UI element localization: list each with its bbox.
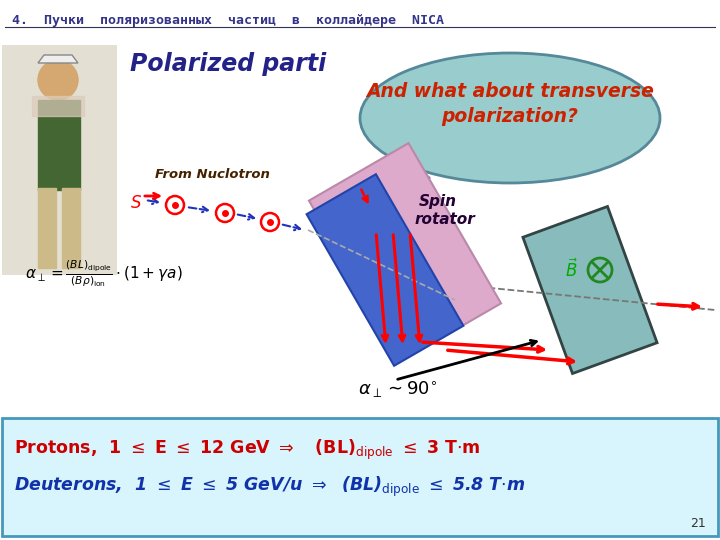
Text: $\alpha_\perp = \frac{(BL)_{\rm dipole}}{(B\rho)_{\rm ion}} \cdot (1+\gamma a)$: $\alpha_\perp = \frac{(BL)_{\rm dipole}}…	[25, 258, 183, 289]
Ellipse shape	[360, 53, 660, 183]
Text: $S$: $S$	[130, 194, 142, 212]
Text: Polarized parti: Polarized parti	[130, 52, 326, 76]
Polygon shape	[309, 143, 501, 361]
Text: $\alpha_\perp\sim 90^{\circ}$: $\alpha_\perp\sim 90^{\circ}$	[358, 380, 437, 400]
Text: polarization?: polarization?	[441, 107, 578, 126]
FancyBboxPatch shape	[2, 45, 117, 275]
Text: From Nuclotron: From Nuclotron	[155, 168, 270, 181]
Circle shape	[38, 60, 78, 100]
Text: rotator: rotator	[415, 212, 475, 227]
Bar	[38, 100, 80, 190]
Polygon shape	[523, 206, 657, 374]
Text: 21: 21	[690, 517, 706, 530]
Polygon shape	[307, 174, 464, 366]
Bar	[38, 188, 56, 268]
Text: Spin: Spin	[419, 194, 457, 209]
Text: $\vec{B}$: $\vec{B}$	[565, 259, 579, 281]
Text: And what about transverse: And what about transverse	[366, 82, 654, 101]
Bar	[62, 188, 80, 268]
Bar	[32, 96, 84, 116]
Polygon shape	[38, 55, 78, 63]
FancyBboxPatch shape	[2, 418, 718, 536]
Polygon shape	[390, 152, 430, 185]
Text: 4.  Пучки  поляризованных  частиц  в  коллайдере  NICA: 4. Пучки поляризованных частиц в коллайд…	[12, 14, 444, 27]
Text: Deuterons,  1 $\leq$ E $\leq$ 5 GeV/u $\Rightarrow$  (BL)$_{\rm dipole}$ $\leq$ : Deuterons, 1 $\leq$ E $\leq$ 5 GeV/u $\R…	[14, 475, 526, 499]
Text: Protons,  1 $\leq$ E $\leq$ 12 GeV $\Rightarrow$   (BL)$_{\rm dipole}$ $\leq$ 3 : Protons, 1 $\leq$ E $\leq$ 12 GeV $\Righ…	[14, 438, 481, 462]
